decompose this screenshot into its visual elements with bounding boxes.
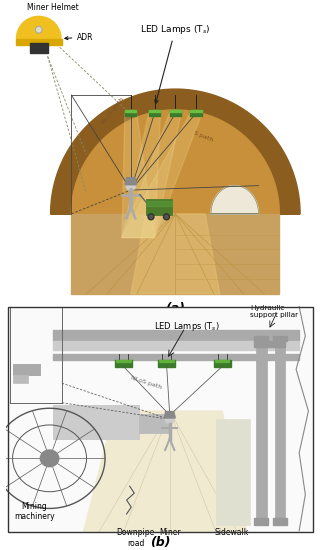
Polygon shape [51,89,300,214]
Text: LED Lamps (T$_s$): LED Lamps (T$_s$) [154,320,220,333]
Bar [216,420,250,525]
Circle shape [37,28,41,32]
Circle shape [126,180,136,191]
Bar [190,110,202,112]
Bar [53,405,139,439]
Text: (a): (a) [165,302,185,315]
Polygon shape [125,178,136,185]
Polygon shape [122,113,154,238]
Circle shape [150,215,152,218]
Text: Miner: Miner [159,529,180,537]
Circle shape [40,450,59,467]
Bar [255,336,268,342]
Circle shape [148,214,154,220]
Text: (b): (b) [150,536,171,549]
Text: S path: S path [193,130,214,142]
Bar [256,339,267,520]
Text: ADR: ADR [65,32,94,42]
Bar [190,110,202,117]
Polygon shape [122,113,181,238]
Bar [215,360,230,362]
Text: Miner Helmet: Miner Helmet [27,3,79,12]
Bar [149,110,160,112]
Circle shape [165,415,175,424]
Bar [146,201,172,206]
Bar [146,199,172,215]
Bar [125,110,136,112]
Bar [125,110,136,117]
Bar [160,360,174,362]
Polygon shape [131,214,220,294]
Bar [255,518,268,525]
Bar [170,110,181,112]
Wedge shape [16,16,61,38]
Bar [158,360,175,366]
Bar [214,360,230,366]
Polygon shape [211,186,258,214]
Bar [115,360,132,366]
Bar [15,39,62,45]
Bar [255,341,285,347]
Circle shape [163,214,169,220]
Bar [273,518,287,525]
Polygon shape [122,113,202,238]
Text: Mining
machinery: Mining machinery [14,502,55,521]
Bar [139,414,170,433]
Polygon shape [122,113,160,238]
Text: Sidewalk: Sidewalk [214,529,248,537]
Bar [116,360,131,362]
Polygon shape [164,411,175,418]
Circle shape [35,26,42,33]
Text: LED Lamps (T$_s$): LED Lamps (T$_s$) [140,23,211,103]
Text: NLoS path: NLoS path [101,96,125,125]
Bar [149,110,160,117]
Circle shape [165,215,168,218]
Polygon shape [71,214,279,294]
Polygon shape [71,110,279,214]
Bar [13,364,40,375]
Bar [13,375,28,383]
Bar [30,43,48,53]
Text: NLoS path: NLoS path [130,375,162,390]
Text: Downpipe
road: Downpipe road [117,529,155,548]
Polygon shape [83,411,247,532]
Text: Hydraulic
support pillar: Hydraulic support pillar [250,305,298,318]
Bar [170,110,181,117]
Bar [274,339,285,520]
Bar [273,336,287,342]
